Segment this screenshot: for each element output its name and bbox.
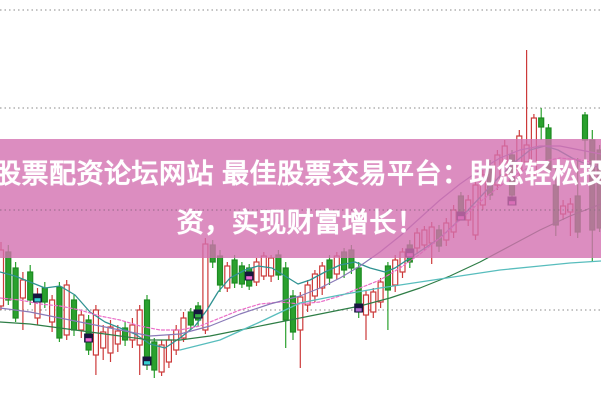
signal-marker <box>193 309 203 319</box>
candle-body <box>151 341 158 371</box>
candle-body <box>136 309 143 346</box>
signal-marker-accent <box>355 308 362 312</box>
candle-body <box>231 259 238 284</box>
candle-body <box>41 287 48 303</box>
candle-body <box>48 299 56 323</box>
candle-body <box>311 273 318 297</box>
candle-body <box>297 296 304 331</box>
candle-body <box>70 299 78 331</box>
candle-body <box>121 327 129 341</box>
candle-body <box>180 317 187 339</box>
candle-body <box>107 326 114 354</box>
candle-body <box>581 114 589 141</box>
candle-body <box>289 295 297 333</box>
signal-marker <box>354 303 364 313</box>
candle-body <box>12 267 19 319</box>
candle-body <box>143 299 151 366</box>
candle-body <box>27 271 34 301</box>
candle-body <box>187 311 194 326</box>
signal-marker-accent <box>144 361 150 365</box>
signal-marker-accent <box>34 298 41 302</box>
signal-marker <box>33 293 42 303</box>
candle-body <box>319 265 326 289</box>
signal-marker <box>244 271 254 281</box>
candle-body <box>56 286 63 339</box>
signal-marker <box>142 356 152 366</box>
ma-long-cyan-line <box>179 260 601 351</box>
signal-marker-accent <box>85 338 92 342</box>
candle-body <box>165 339 172 363</box>
candle-body <box>377 281 384 303</box>
candle-body <box>304 284 311 306</box>
candle-body <box>5 251 12 301</box>
candle-body <box>384 265 391 291</box>
candle-body <box>158 344 165 373</box>
candle-body <box>253 261 260 283</box>
signal-marker <box>84 333 94 343</box>
signal-marker-accent <box>246 276 253 280</box>
candle-body <box>238 265 245 285</box>
candle-body <box>538 117 545 128</box>
candle-body <box>100 331 107 349</box>
candle-body <box>216 255 224 286</box>
signal-marker-accent <box>195 314 202 318</box>
candle-body <box>282 267 289 321</box>
candle-body <box>63 284 70 336</box>
candle-body <box>19 279 26 299</box>
candle-body <box>224 265 231 289</box>
candle-body <box>114 330 121 345</box>
promo-banner-band <box>0 139 601 258</box>
